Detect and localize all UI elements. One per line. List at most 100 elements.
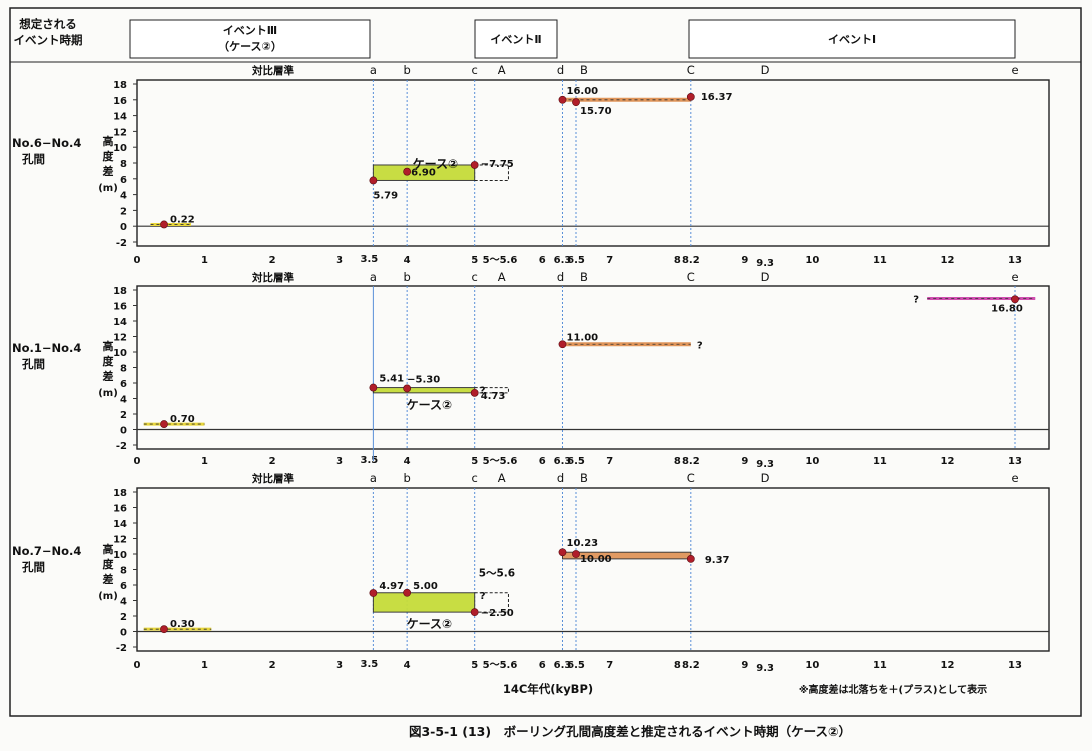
panel1-point-label-5: 15.70 xyxy=(580,106,612,117)
panel2-xtick-2: 2 xyxy=(269,456,276,467)
panel1-ylabel-char-2: 差 xyxy=(103,164,114,178)
panel2-xtick-4: 4 xyxy=(404,456,411,467)
panel3-box-dashed-0 xyxy=(474,592,509,613)
panel2-box-dashed-0 xyxy=(474,387,509,394)
panel1-point-3 xyxy=(470,161,479,169)
panel3-horizon-c: c xyxy=(472,471,478,485)
panel3-xtick-10: 10 xyxy=(805,660,819,671)
panel3-xtick-13: 13 xyxy=(1008,660,1022,671)
panel1-point-0 xyxy=(160,220,168,229)
panel1-point-5 xyxy=(572,98,580,107)
panel1-horizon-A: A xyxy=(498,63,506,77)
panel3-point-5 xyxy=(572,550,580,558)
panel2-xtick-3: 3 xyxy=(336,456,343,467)
panel1-xtick-5: 5 xyxy=(471,255,478,266)
panel3-ylabel-char-2: 差 xyxy=(103,572,114,586)
panel2-point-5 xyxy=(1011,295,1019,304)
panel1-xspecial-3: 6.5 xyxy=(567,255,585,266)
panel3-point-0 xyxy=(160,625,168,634)
panel2-point-0 xyxy=(160,420,168,428)
panel3-xspecial-1: 5〜5.6 xyxy=(483,660,518,671)
panel3-ytick-8: 14 xyxy=(113,519,127,530)
panel2-point-label-1: 5.41 xyxy=(379,374,404,385)
panel1-point-1 xyxy=(369,176,378,185)
panel2-horizon-C: C xyxy=(687,270,695,284)
panel1-xspecial-1: 5〜5.6 xyxy=(483,255,518,266)
panel1-xtick-9: 9 xyxy=(741,255,748,266)
panel3-ytick-3: 4 xyxy=(120,597,127,608)
event-2-label: イベントⅡ xyxy=(490,33,541,46)
panel3-xtick-6: 6 xyxy=(539,660,546,671)
panel3-ylabel-char-0: 高 xyxy=(103,542,114,556)
panel3-xspecial-2: 6.3 xyxy=(554,660,572,671)
panel3-point-label-1: 4.97 xyxy=(379,581,404,592)
panel2-horizon-e: e xyxy=(1011,270,1018,284)
panel1-xspecial-4: 8.2 xyxy=(682,255,700,266)
panel1-xtick-8: 8 xyxy=(674,255,681,266)
panel1-ytick-5: 8 xyxy=(120,159,127,170)
panel2-ytick-9: 16 xyxy=(113,302,127,313)
panel3-horizon-title: 対比層準 xyxy=(251,472,294,485)
panel3-ylabel-unit: (m) xyxy=(98,591,118,602)
panel3-point-label-5: 10.00 xyxy=(580,554,612,565)
panel1-point-label-6: 16.37 xyxy=(701,92,733,103)
panel2-xtick-0: 0 xyxy=(134,456,141,467)
panel3-point-3 xyxy=(470,608,479,617)
event-3-label-line2: （ケース②） xyxy=(218,40,282,53)
panel1-xtick-0: 0 xyxy=(134,255,141,266)
panel2-xtick-11: 11 xyxy=(873,456,887,467)
panel2-ytick-1: 0 xyxy=(120,426,127,437)
panel2-point-label-4: 11.00 xyxy=(566,332,598,343)
display-note: ※高度差は北落ちを＋(プラス)として表示 xyxy=(799,683,987,696)
panel1-horizon-B: B xyxy=(580,63,588,77)
panel3-annotation: 5〜5.6 xyxy=(479,568,515,580)
panel1-xtick-11: 11 xyxy=(873,255,887,266)
panel1-ylabel-char-1: 度 xyxy=(103,149,115,163)
panel2-horizon-c: c xyxy=(472,270,478,284)
panel3-xtick-12: 12 xyxy=(941,660,955,671)
panel2-xtick-5: 5 xyxy=(471,456,478,467)
panel1-ylabel-char-0: 高 xyxy=(103,134,114,148)
panel2-horizon-b: b xyxy=(403,270,410,284)
panel2-xtick-10: 10 xyxy=(805,456,819,467)
panel2-xspecial-4: 8.2 xyxy=(682,456,700,467)
panel2-point-label-2: −5.30 xyxy=(407,374,440,385)
panel3-xtick-5: 5 xyxy=(471,660,478,671)
panel2-xspecial-5: 9.3 xyxy=(756,459,774,470)
panel1-xtick-2: 2 xyxy=(269,255,276,266)
panel2-xtick-9: 9 xyxy=(741,456,748,467)
panel2-plot-frame xyxy=(136,285,1050,450)
panel1-ytick-10: 18 xyxy=(113,80,127,91)
panel2-xspecial-1: 5〜5.6 xyxy=(483,456,518,467)
panel3-plot-frame xyxy=(136,487,1050,652)
panel3-xtick-8: 8 xyxy=(674,660,681,671)
panel1-xspecial-5: 9.3 xyxy=(756,258,774,269)
panel1-ytick-2: 2 xyxy=(120,206,127,217)
panel2-ytick-4: 6 xyxy=(120,379,127,390)
panel1-horizon-d: d xyxy=(557,63,564,77)
panel1-box-0 xyxy=(372,164,476,181)
panel1-box-label-0: ケース② xyxy=(413,157,459,171)
panel3-xtick-11: 11 xyxy=(873,660,887,671)
panel1-horizon-c: c xyxy=(472,63,478,77)
panel1-ytick-4: 6 xyxy=(120,175,127,186)
panel3-horizon-d: d xyxy=(557,471,564,485)
panel3-point-1 xyxy=(369,589,378,597)
panel3-point-6 xyxy=(686,554,695,563)
panel2-point-3 xyxy=(470,388,479,397)
panel2-ylabel-char-1: 度 xyxy=(103,354,115,368)
panel3-ytick-2: 2 xyxy=(120,612,127,623)
panel1-plot-frame xyxy=(136,79,1050,247)
panel2-point-4 xyxy=(558,340,567,349)
panel1-xtick-10: 10 xyxy=(805,255,819,266)
panel3-ytick-4: 6 xyxy=(120,581,127,592)
panel3-ytick-10: 18 xyxy=(113,488,127,499)
panel2-title-line1: No.1−No.4 xyxy=(12,341,81,355)
panel3-point-2 xyxy=(403,588,412,597)
panel3-point-label-2: 5.00 xyxy=(413,581,438,592)
panel2-box-0 xyxy=(372,387,476,394)
event-1-box xyxy=(688,19,1016,59)
panel1-ytick-1: 0 xyxy=(120,222,127,233)
panel3-point-label-6: 9.37 xyxy=(705,555,730,566)
panel3-xtick-3: 3 xyxy=(336,660,343,671)
